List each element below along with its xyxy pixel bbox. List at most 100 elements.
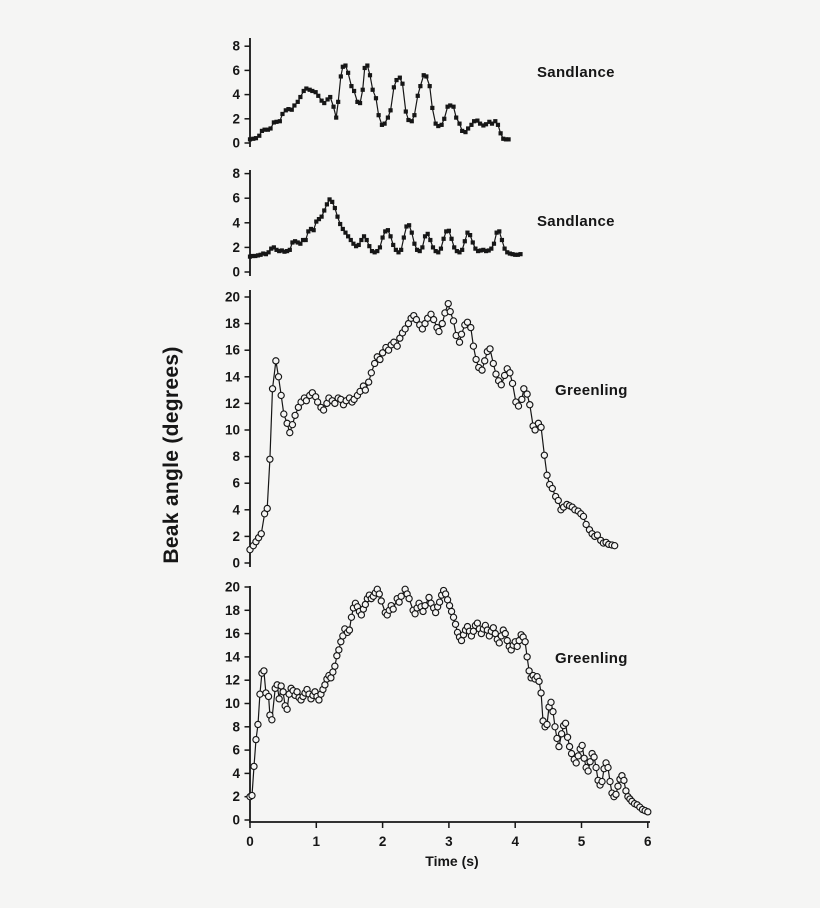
- data-point-marker: [343, 63, 348, 68]
- data-point-marker: [283, 705, 291, 714]
- y-tick-label: 4: [232, 215, 240, 230]
- data-point-marker: [501, 629, 509, 638]
- data-point-marker: [311, 228, 316, 233]
- data-point-marker: [418, 84, 423, 89]
- data-point-marker: [353, 244, 359, 249]
- x-tick-label: 5: [578, 834, 586, 849]
- data-point-marker: [319, 214, 324, 219]
- data-point-marker: [457, 330, 466, 338]
- data-point-marker: [543, 471, 551, 479]
- data-point-marker: [547, 698, 555, 707]
- data-point-marker: [257, 530, 265, 538]
- data-point-marker: [298, 241, 303, 246]
- data-point-marker: [346, 234, 351, 239]
- data-point-marker: [406, 117, 411, 123]
- x-axis: 0 1 2 3 4 5 6: [246, 821, 652, 849]
- data-point-marker: [403, 109, 408, 114]
- data-point-marker: [327, 197, 332, 202]
- data-point-marker: [472, 355, 480, 364]
- data-point-marker: [285, 248, 290, 254]
- data-point-marker: [334, 115, 339, 120]
- data-point-marker: [254, 720, 262, 729]
- data-point-marker: [586, 758, 594, 766]
- data-point-marker: [340, 226, 345, 232]
- data-point-marker: [475, 118, 480, 123]
- data-point-marker: [280, 111, 285, 117]
- data-point-marker: [345, 626, 354, 634]
- data-point-marker: [491, 241, 497, 246]
- y-tick-label: 4: [232, 766, 240, 781]
- data-point-marker: [361, 386, 370, 394]
- data-point-marker: [310, 88, 315, 94]
- data-point-marker: [399, 247, 404, 252]
- data-point-marker: [481, 123, 486, 128]
- x-tick-label: 1: [313, 834, 321, 849]
- data-point-marker: [497, 229, 502, 234]
- data-point-marker: [291, 411, 299, 420]
- data-point-marker: [359, 237, 364, 243]
- data-point-marker: [445, 104, 450, 109]
- data-point-marker: [620, 776, 628, 785]
- data-point-marker: [289, 107, 294, 112]
- y-tick-label: 20: [225, 290, 240, 305]
- data-point-marker: [508, 379, 517, 388]
- data-point-marker: [261, 251, 266, 256]
- data-point-marker: [351, 88, 357, 94]
- data-point-marker: [385, 228, 391, 233]
- data-point-marker: [286, 107, 291, 112]
- data-point-marker: [275, 695, 283, 703]
- data-point-marker: [469, 342, 478, 350]
- data-point-marker: [316, 93, 321, 98]
- data-point-marker: [250, 253, 255, 259]
- data-point-marker: [274, 247, 279, 252]
- y-tick-label: 6: [232, 743, 240, 758]
- data-point-marker: [425, 231, 430, 236]
- y-tick-label: 4: [232, 87, 240, 102]
- data-point-marker: [409, 230, 414, 235]
- data-point-marker: [492, 370, 500, 378]
- data-point-marker: [271, 120, 276, 125]
- data-point-marker: [455, 338, 464, 346]
- data-point-marker: [414, 247, 420, 252]
- chart-panel-3: 0 2 4 6 8 10 12 14 16 18 20: [225, 580, 652, 828]
- y-tick-label: 16: [225, 626, 241, 641]
- data-point-marker: [497, 381, 505, 389]
- y-tick-label: 6: [232, 63, 240, 78]
- data-point-marker: [463, 130, 468, 135]
- data-point-marker: [266, 455, 274, 463]
- data-point-marker: [424, 74, 429, 79]
- data-point-marker: [454, 115, 459, 120]
- data-point-marker: [375, 590, 383, 598]
- data-point-marker: [449, 317, 458, 325]
- data-point-marker: [330, 199, 335, 204]
- data-point-marker: [332, 205, 337, 211]
- y-tick-label: 4: [232, 502, 240, 517]
- data-point-marker: [644, 808, 652, 816]
- data-point-marker: [486, 248, 491, 253]
- data-point-marker: [301, 88, 306, 94]
- data-point-marker: [367, 73, 373, 78]
- data-point-marker: [483, 122, 489, 127]
- data-point-marker: [400, 81, 405, 86]
- panel-label-greenling-1: Greenling: [555, 382, 628, 399]
- data-point-marker: [518, 252, 523, 257]
- data-point-marker: [446, 228, 451, 233]
- data-point-marker: [383, 229, 388, 234]
- data-point-marker: [438, 246, 444, 251]
- data-point-marker: [470, 240, 475, 245]
- chart-panel-2: 0 2 4 6 8 10 12 14 16 18 20: [225, 290, 619, 571]
- data-point-marker: [435, 327, 443, 336]
- data-point-marker: [331, 104, 336, 109]
- data-point-marker: [557, 730, 566, 738]
- data-point-marker: [282, 249, 287, 254]
- data-point-marker: [467, 323, 475, 332]
- data-point-marker: [471, 119, 477, 124]
- data-point-marker: [469, 122, 474, 127]
- data-point-marker: [463, 318, 472, 326]
- data-point-marker: [598, 777, 606, 786]
- data-point-marker: [370, 359, 379, 368]
- y-tick-label: 2: [232, 789, 240, 804]
- data-point-marker: [253, 136, 259, 141]
- data-point-marker: [507, 251, 512, 256]
